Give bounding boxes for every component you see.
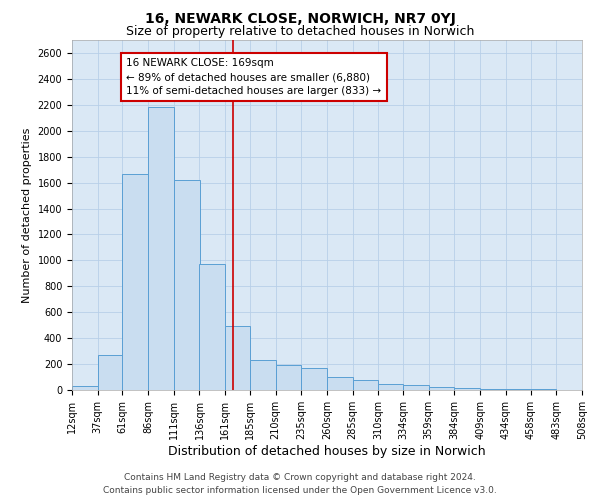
Bar	[429, 387, 455, 390]
Text: Contains HM Land Registry data © Crown copyright and database right 2024.
Contai: Contains HM Land Registry data © Crown c…	[103, 474, 497, 495]
Bar	[199, 264, 225, 390]
Bar	[72, 386, 98, 390]
Bar	[301, 368, 327, 390]
Bar	[506, 389, 530, 390]
Bar	[122, 174, 148, 390]
Bar	[403, 386, 429, 390]
Bar	[379, 384, 403, 390]
Bar	[148, 108, 174, 390]
Bar	[353, 380, 379, 390]
Text: 16, NEWARK CLOSE, NORWICH, NR7 0YJ: 16, NEWARK CLOSE, NORWICH, NR7 0YJ	[145, 12, 455, 26]
Bar	[225, 326, 250, 390]
Bar	[327, 377, 353, 390]
Bar	[275, 366, 301, 390]
Bar	[98, 355, 122, 390]
Bar	[250, 360, 275, 390]
Text: 16 NEWARK CLOSE: 169sqm
← 89% of detached houses are smaller (6,880)
11% of semi: 16 NEWARK CLOSE: 169sqm ← 89% of detache…	[127, 58, 382, 96]
Text: Size of property relative to detached houses in Norwich: Size of property relative to detached ho…	[126, 25, 474, 38]
Bar	[480, 388, 506, 390]
Y-axis label: Number of detached properties: Number of detached properties	[22, 128, 32, 302]
Bar	[455, 388, 480, 390]
Bar	[174, 180, 199, 390]
X-axis label: Distribution of detached houses by size in Norwich: Distribution of detached houses by size …	[168, 444, 486, 458]
